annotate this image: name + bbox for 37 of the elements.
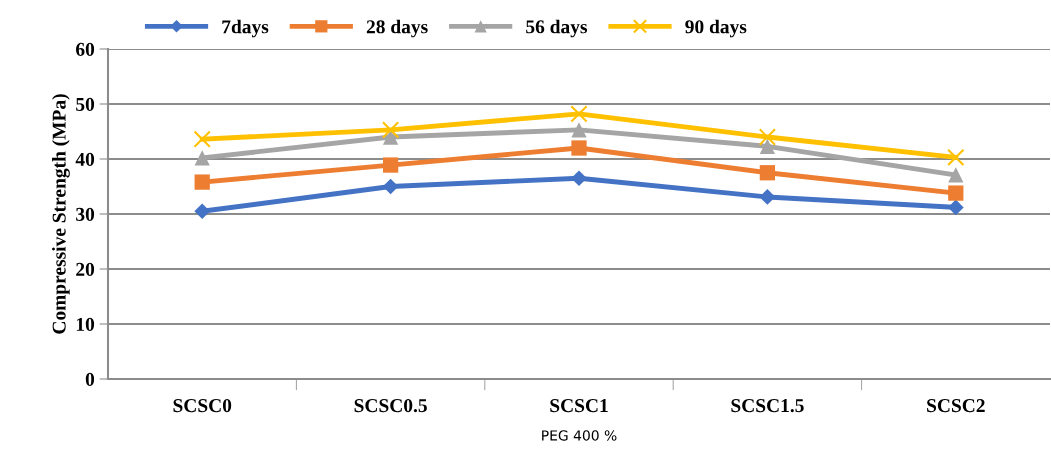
point <box>381 121 400 139</box>
point <box>759 138 776 154</box>
y-axis-title: Compressive Strength (MPa) <box>52 94 70 334</box>
point <box>571 140 587 156</box>
point <box>382 157 399 173</box>
point <box>382 178 399 195</box>
y-tick-label: 50 <box>76 97 95 111</box>
y-tick-label: 60 <box>76 42 95 56</box>
x-tick-label: SCSC2 <box>927 399 985 413</box>
y-tick-label: 20 <box>76 262 95 276</box>
point <box>571 122 587 138</box>
point <box>948 185 964 201</box>
point <box>571 170 587 187</box>
point <box>947 148 965 167</box>
y-tick-label: 30 <box>76 207 95 221</box>
point <box>193 130 211 148</box>
x-tick-label: SCSC1 <box>550 399 608 413</box>
legend-label: 28 days <box>366 19 428 38</box>
point <box>759 189 776 205</box>
point <box>570 105 588 123</box>
y-tick-label: 10 <box>76 317 95 331</box>
x-axis-title: PEG 400 % <box>542 430 617 441</box>
point <box>759 165 776 181</box>
point <box>194 150 210 166</box>
legend-label: 90 days <box>685 19 747 38</box>
legend-label: 56 days <box>526 19 588 38</box>
x-tick-label: SCSC0.5 <box>354 399 427 413</box>
y-tick-label: 40 <box>75 152 95 166</box>
point <box>194 203 211 220</box>
legend-label: 7days <box>222 19 269 38</box>
point <box>947 199 964 216</box>
y-tick-label: 0 <box>85 372 95 386</box>
x-tick-label: SCSC0 <box>173 399 232 413</box>
point <box>194 174 210 190</box>
point <box>948 167 964 183</box>
x-tick-label: SCSC1.5 <box>731 399 804 413</box>
point <box>758 128 777 146</box>
